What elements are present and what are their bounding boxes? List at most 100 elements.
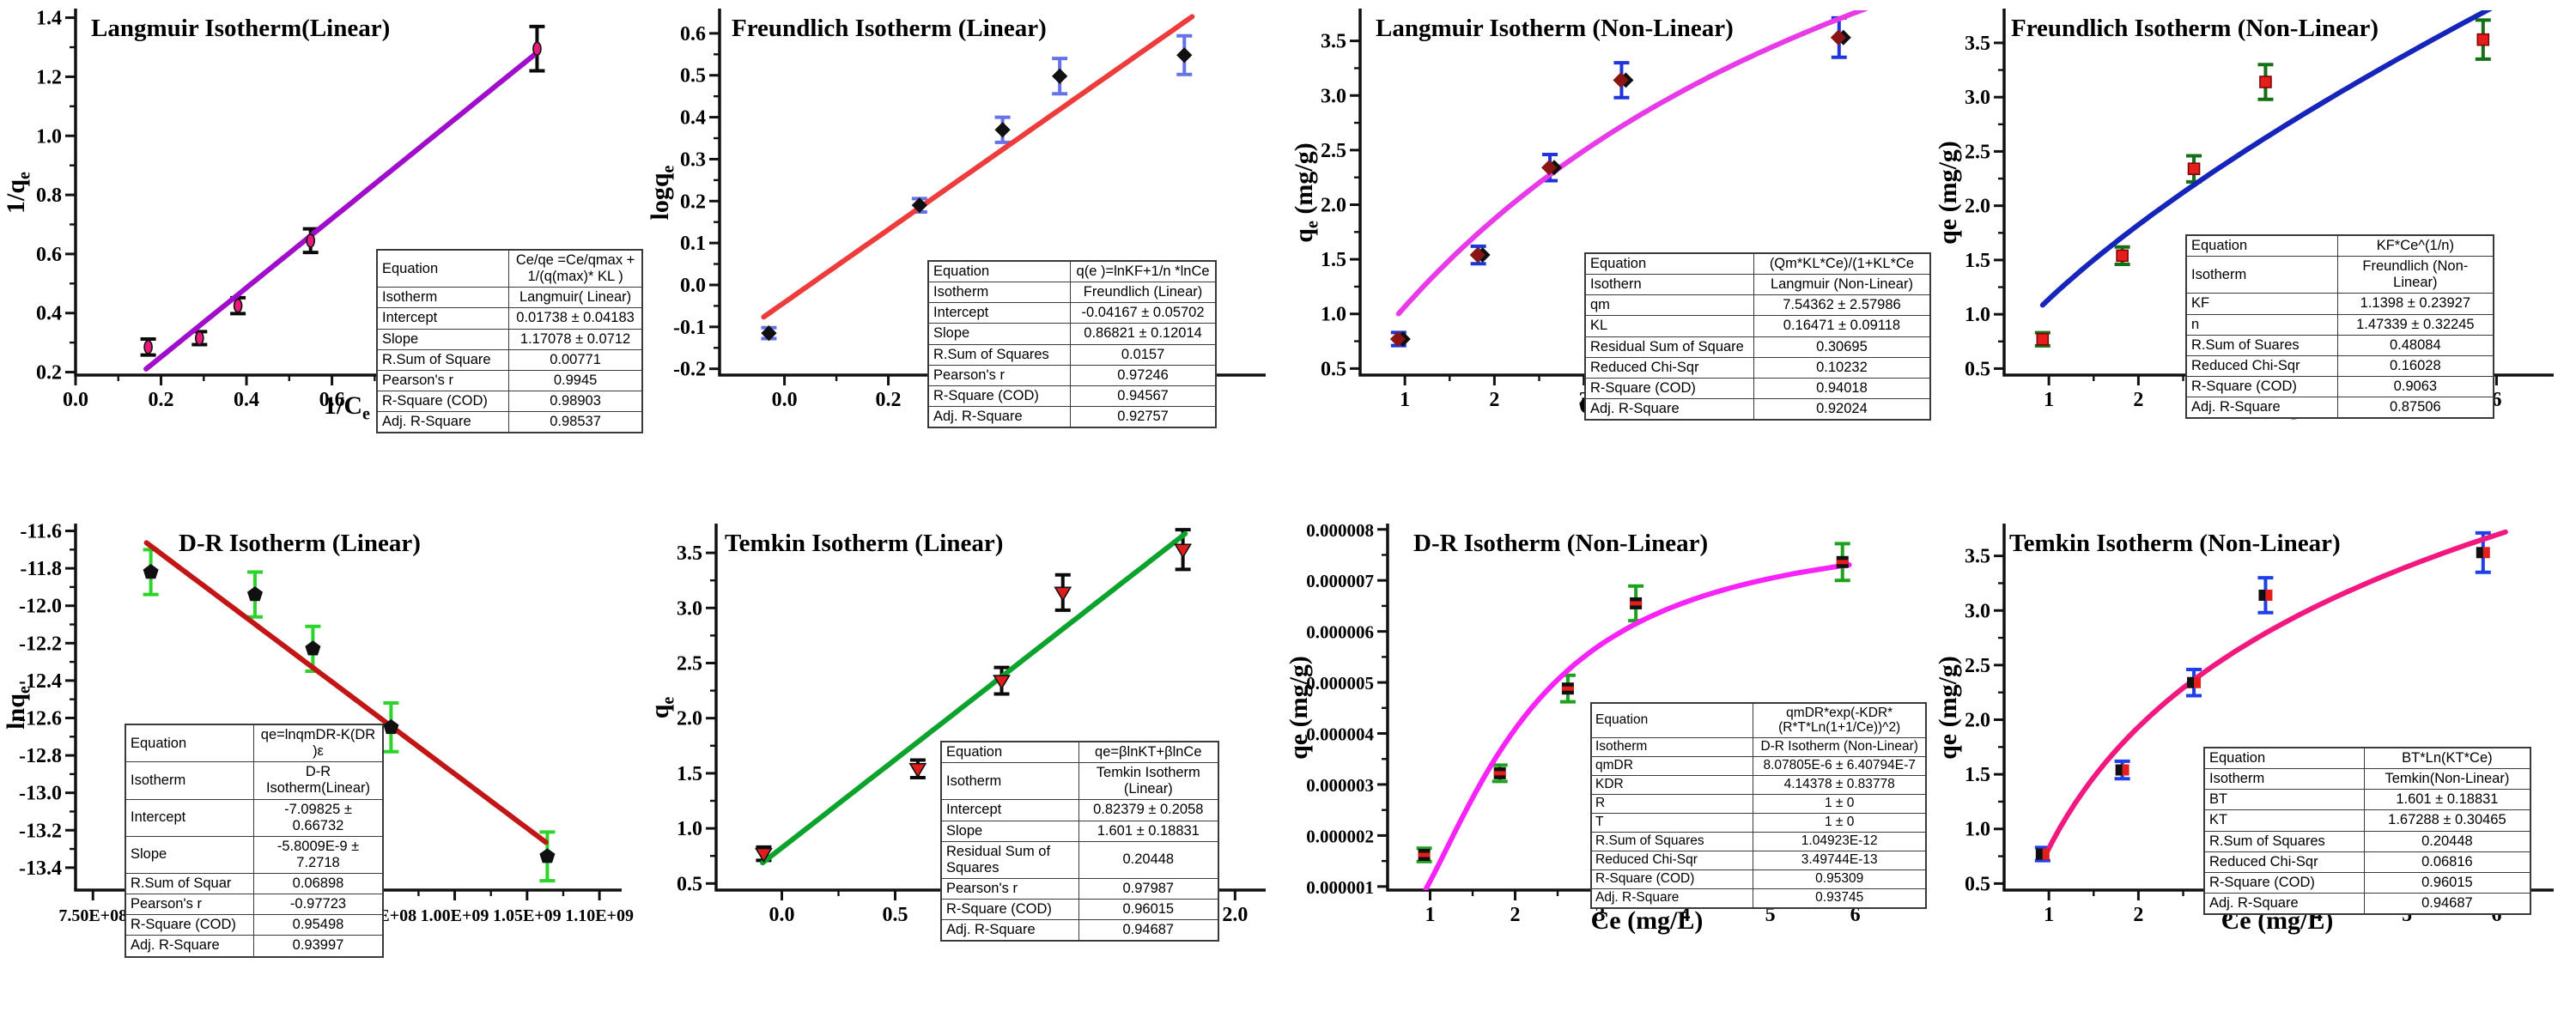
y-tick-label: 0.8	[36, 185, 62, 207]
x-tick-label: 2	[1489, 389, 1499, 411]
stats-table-row: Isotherm Freundlich (Non-Linear)	[2185, 256, 2494, 294]
stat-value: 0.93745	[1753, 888, 1927, 909]
stat-label: Equation	[125, 724, 254, 763]
data-point-marker	[2035, 848, 2043, 860]
stat-value: 0.86821 ± 0.12014	[1070, 323, 1217, 345]
y-tick-label: 0.6	[36, 244, 62, 266]
stat-value: 0.98537	[508, 411, 643, 433]
stats-table-row: Equation (Qm*KL*Ce)/(1+KL*Ce	[1584, 252, 1931, 276]
stat-label: n	[2185, 313, 2338, 336]
data-point-marker	[2476, 33, 2490, 46]
stat-value: (Qm*KL*Ce)/(1+KL*Ce	[1753, 252, 1931, 276]
data-point-marker	[1613, 72, 1629, 88]
stat-label: R-Square (COD)	[940, 898, 1079, 921]
fit-line	[143, 540, 549, 845]
y-axis-label: 1/qe	[2, 172, 34, 214]
data-point-marker	[1389, 331, 1406, 348]
stat-label: R.Sum of Square	[376, 348, 510, 371]
x-tick-label: 4	[1680, 904, 1691, 926]
stat-label: R	[1590, 793, 1754, 814]
data-series	[1389, 10, 1868, 348]
stat-value: 0.00771	[508, 348, 643, 371]
stats-table: Equation BT*Ln(KT*Ce) Isotherm Temkin(Non-L…	[2203, 747, 2531, 915]
stat-label: Reduced Chi-Sqr	[2185, 354, 2338, 377]
y-tick-label: 3.5	[1321, 31, 1346, 53]
stat-label: KF	[2185, 293, 2338, 315]
data-point-marker	[1493, 771, 1506, 776]
stat-label: Pearson's r	[927, 364, 1072, 386]
y-tick-label: 2.5	[1965, 655, 1990, 677]
panel-dr-nonlinear: 1 2 3 4 5 6 0.000001 0.000002 0.000003 0.000004 0.…	[1288, 515, 1932, 1030]
stat-label: Isotherm	[2185, 256, 2338, 294]
stats-table-row: Reduced Chi-Sqr 3.49744E-13	[1590, 850, 1927, 870]
y-tick-label: -13.2	[19, 820, 62, 842]
y-tick-label: -13.4	[19, 857, 62, 880]
stat-label: Isotherm	[927, 282, 1072, 304]
stat-label: Isotherm	[1590, 736, 1754, 757]
stat-value: 1.47339 ± 0.32245	[2336, 313, 2494, 336]
stats-table-row: R-Square (COD) 0.94018	[1584, 377, 1931, 399]
stats-table-row: Adj. R-Square 0.94687	[2203, 892, 2531, 915]
stat-value: qe=βlnKT+βlnCe	[1078, 741, 1219, 764]
y-tick-label: 0.2	[36, 362, 62, 385]
stat-label: Equation	[2185, 234, 2338, 258]
stats-table: Equation q(e )=lnKF+1/n *lnCe Isotherm Freu…	[927, 260, 1217, 428]
stat-value: Freundlich (Linear)	[1070, 282, 1217, 304]
stats-table: Equation Ce/qe =Ce/qmax + 1/(q(max)* KL )…	[376, 249, 643, 434]
x-tick-label: 0.0	[772, 389, 798, 411]
y-tick-label: 0.000003	[1306, 775, 1374, 796]
stats-table-row: Adj. R-Square 0.87506	[2185, 397, 2494, 419]
plot-title: Langmuir Isotherm (Non-Linear)	[1376, 15, 1734, 42]
y-tick-label: 0.000006	[1306, 622, 1374, 643]
panel-dr-linear: 7.50E+088.00E+088.50E+089.00E+089.50E+08…	[0, 515, 644, 1030]
fit-line	[143, 50, 540, 372]
y-tick-label: 0.3	[680, 148, 706, 171]
data-point-marker	[2036, 332, 2050, 346]
stat-value: 0.48084	[2336, 334, 2494, 356]
stats-table: Equation qe=βlnKT+βlnCe Isotherm Temkin Iso…	[940, 741, 1219, 942]
fit-line	[1395, 10, 1868, 317]
data-point-marker	[2042, 848, 2050, 860]
data-point-marker	[305, 640, 321, 656]
stat-label: R.Sum of Squares	[2203, 830, 2365, 852]
data-point-marker	[1176, 47, 1193, 64]
stats-table: Equation KF*Ce^(1/n) Isotherm Freundlich (N…	[2185, 234, 2494, 420]
y-tick-label: -12.2	[19, 633, 62, 655]
y-axis-label: logqe	[646, 165, 678, 220]
data-point-marker	[993, 675, 1011, 690]
stat-value: 0.97246	[1070, 364, 1217, 386]
stats-table-row: R-Square (COD) 0.9063	[2185, 375, 2494, 398]
data-series	[2034, 529, 2508, 863]
stats-table-row: R.Sum of Square 0.00771	[376, 348, 643, 371]
y-tick-label: 0.5	[1321, 358, 1346, 380]
data-point-marker	[2482, 547, 2490, 559]
stats-table-row: n 1.47339 ± 0.32245	[2185, 313, 2494, 336]
stat-value: 0.01738 ± 0.04183	[508, 307, 643, 330]
stats-table-row: Reduced Chi-Sqr 0.06816	[2203, 851, 2531, 873]
panel-temkin-linear: 0.00.51.01.52.00.51.01.52.02.53.03.5lnCe…	[644, 515, 1288, 1030]
y-tick-label: 0.4	[680, 107, 706, 130]
stat-value: 0.0157	[1070, 343, 1217, 366]
x-tick-label: 0.4	[234, 389, 259, 411]
stats-table-row: R-Square (COD) 0.96015	[940, 898, 1219, 921]
x-tick-label: 0.0	[63, 389, 88, 411]
y-tick-label: 0.000008	[1306, 520, 1374, 541]
stats-table-row: Pearson's r -0.97723	[125, 894, 384, 916]
stat-value: 1.1398 ± 0.23927	[2336, 293, 2494, 315]
y-axis-label: lnqe	[2, 686, 34, 730]
plot-title: Freundlich Isotherm (Linear)	[732, 15, 1047, 42]
stat-label: Isotherm	[376, 287, 510, 309]
stats-table-row: Equation qe=βlnKT+βlnCe	[940, 741, 1219, 764]
stat-value: qmDR*exp(-KDR*(R*T*Ln(1+1/Ce))^2)	[1753, 702, 1927, 738]
data-point-marker	[911, 197, 927, 214]
stats-table: Equation (Qm*KL*Ce)/(1+KL*Ce Isothern Langm…	[1584, 252, 1931, 421]
stats-table-row: Pearson's r 0.97987	[940, 877, 1219, 900]
stat-label: Equation	[927, 260, 1072, 283]
fit-line	[2039, 10, 2493, 308]
stat-label: BT	[2203, 789, 2365, 811]
y-tick-label: 0.5	[1965, 873, 1990, 895]
stats-table-row: R-Square (COD) 0.98903	[376, 390, 643, 413]
data-point-marker	[143, 340, 153, 354]
